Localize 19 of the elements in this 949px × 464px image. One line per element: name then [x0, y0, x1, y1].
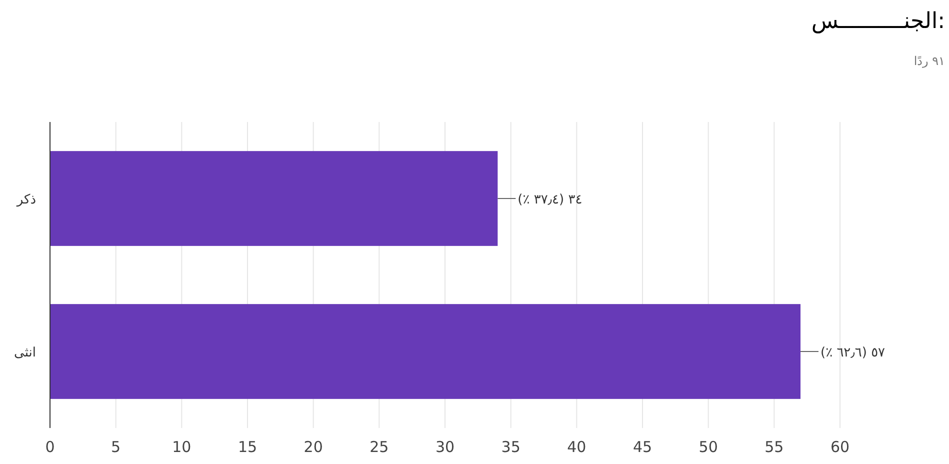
x-tick-label: 5	[111, 438, 121, 456]
data-label: ٥٧ (٦٢٫٦ ٪)	[820, 346, 886, 360]
chart-title: الجنــــــــــس:	[811, 9, 945, 34]
x-tick-label: 25	[370, 438, 389, 456]
x-tick-label: 10	[172, 438, 192, 456]
text: ٩١ ردًا	[914, 54, 945, 68]
x-tick-label: 20	[304, 438, 323, 456]
x-tick-label: 15	[238, 438, 258, 456]
x-tick-label: 0	[45, 438, 55, 456]
data-label: ٣٤ (٣٧٫٤ ٪)	[518, 192, 582, 208]
y-tick-label: ذكر	[16, 192, 36, 208]
x-tick-label: 40	[567, 438, 586, 456]
x-tick-label: 35	[501, 438, 520, 456]
x-tick-label: 50	[698, 438, 718, 456]
y-tick-label: انثى	[14, 346, 36, 360]
x-tick-label: 45	[632, 438, 652, 456]
x-tick-label: 60	[830, 438, 850, 456]
x-tick-label: 30	[435, 438, 455, 456]
x-tick-label: 55	[764, 438, 784, 456]
